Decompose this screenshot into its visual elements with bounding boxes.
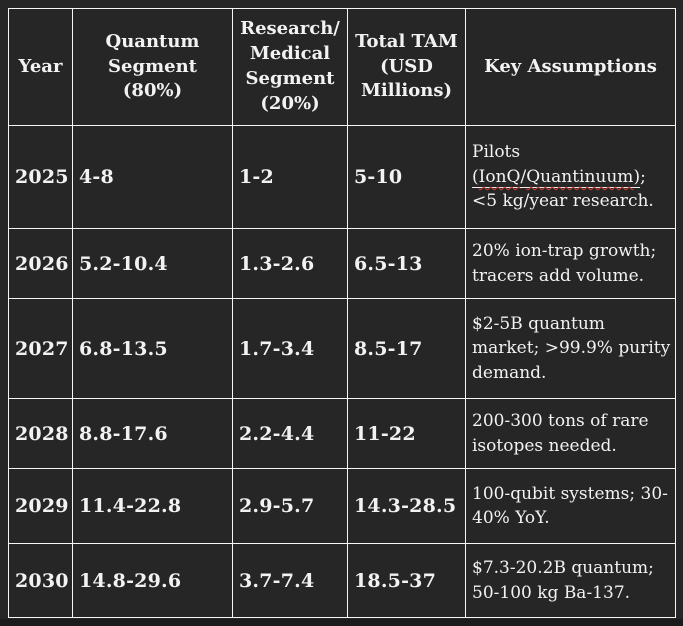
table-header: Year Quantum Segment (80%) Research/ Med… — [8, 8, 676, 126]
column-header-assumptions: Key Assumptions — [465, 8, 676, 126]
column-header-total-tam: Total TAM (USD Millions) — [347, 8, 466, 126]
total-tam-cell: 14.3-28.5 — [347, 468, 466, 544]
underlined-text: / — [520, 166, 527, 188]
table-row: 2030 14.8-29.6 3.7-7.4 18.5-37 $7.3-20.2B qu… — [8, 543, 676, 618]
year-cell: 2026 — [8, 228, 73, 299]
table-row: 2029 11.4-22.8 2.9-5.7 14.3-28.5 100-qubit s… — [8, 468, 676, 544]
table-row: 2027 6.8-13.5 1.7-3.4 8.5-17 $2-5B quantum m… — [8, 298, 676, 399]
research-medical-cell: 3.7-7.4 — [232, 543, 348, 618]
total-tam-cell: 5-10 — [347, 125, 466, 229]
table-row: 2026 5.2-10.4 1.3-2.6 6.5-13 20% ion-trap gr… — [8, 228, 676, 299]
quantum-segment-cell: 6.8-13.5 — [72, 298, 233, 399]
assumptions-cell: $2-5B quantum market; >99.9% purity dema… — [465, 298, 676, 399]
research-medical-cell: 2.9-5.7 — [232, 468, 348, 544]
year-cell: 2027 — [8, 298, 73, 399]
year-cell: 2030 — [8, 543, 73, 618]
research-medical-cell: 1.7-3.4 — [232, 298, 348, 399]
assumptions-cell: $7.3-20.2B quantum; 50-100 kg Ba-137. — [465, 543, 676, 618]
table-row: 2028 8.8-17.6 2.2-4.4 11-22 200-300 tons of … — [8, 398, 676, 469]
assumptions-cell: 20% ion-trap growth; tracers add volume. — [465, 228, 676, 299]
assumptions-cell: Pilots (IonQ/Quantinuum); <5 kg/year res… — [465, 125, 676, 229]
research-medical-cell: 2.2-4.4 — [232, 398, 348, 469]
total-tam-cell: 11-22 — [347, 398, 466, 469]
total-tam-cell: 8.5-17 — [347, 298, 466, 399]
underlined-text: ( — [472, 166, 479, 188]
quantum-segment-cell: 4-8 — [72, 125, 233, 229]
column-header-quantum: Quantum Segment (80%) — [72, 8, 233, 126]
misspelled-word: Quantinuum — [526, 166, 634, 188]
quantum-segment-cell: 5.2-10.4 — [72, 228, 233, 299]
total-tam-cell: 6.5-13 — [347, 228, 466, 299]
assumptions-cell: 200-300 tons of rare isotopes needed. — [465, 398, 676, 469]
research-medical-cell: 1.3-2.6 — [232, 228, 348, 299]
quantum-segment-cell: 8.8-17.6 — [72, 398, 233, 469]
research-medical-cell: 1-2 — [232, 125, 348, 229]
year-cell: 2028 — [8, 398, 73, 469]
year-cell: 2029 — [8, 468, 73, 544]
assumptions-cell: 100-qubit systems; 30- 40% YoY. — [465, 468, 676, 544]
year-cell: 2025 — [8, 125, 73, 229]
table-row: 2025 4-8 1-2 5-10 Pilots (IonQ/Quantinuum); … — [8, 125, 676, 229]
tam-forecast-table: Year Quantum Segment (80%) Research/ Med… — [8, 8, 676, 618]
column-header-research: Research/ Medical Segment (20%) — [232, 8, 348, 126]
column-header-year: Year — [8, 8, 73, 126]
header-row: Year Quantum Segment (80%) Research/ Med… — [8, 8, 676, 126]
quantum-segment-cell: 14.8-29.6 — [72, 543, 233, 618]
quantum-segment-cell: 11.4-22.8 — [72, 468, 233, 544]
misspelled-word: IonQ — [478, 166, 521, 188]
total-tam-cell: 18.5-37 — [347, 543, 466, 618]
underlined-text: ) — [633, 166, 641, 188]
table-body: 2025 4-8 1-2 5-10 Pilots (IonQ/Quantinuum); … — [8, 125, 676, 618]
